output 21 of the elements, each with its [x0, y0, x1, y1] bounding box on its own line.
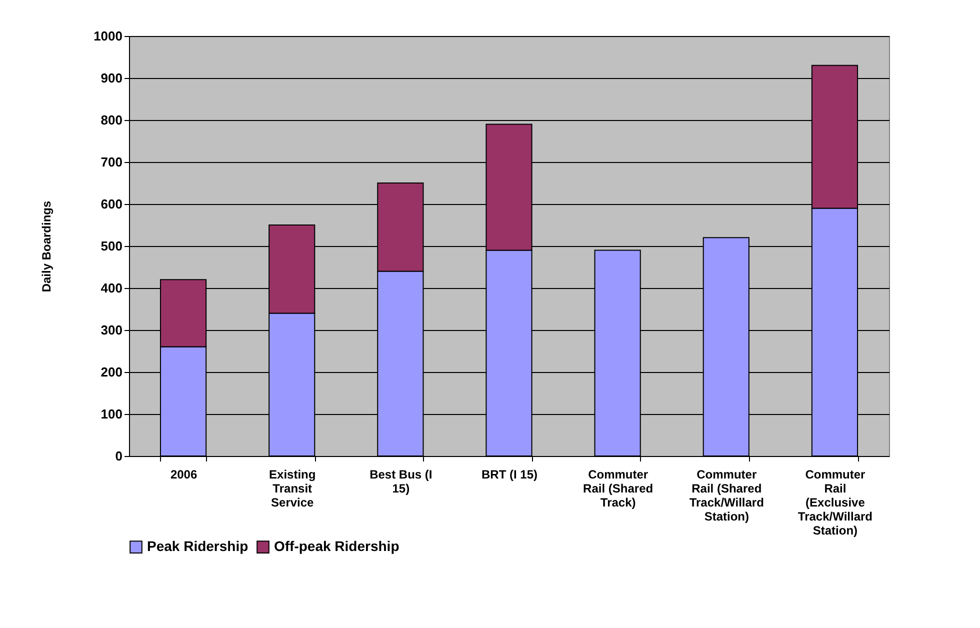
y-tick-label: 300 [100, 322, 122, 338]
y-tick-label: 900 [100, 70, 122, 86]
y-tick-label: 400 [100, 280, 122, 296]
y-tick-label: 500 [100, 238, 122, 254]
y-tick-label: 600 [100, 196, 122, 212]
x-tick-label: 2006 [170, 468, 198, 482]
x-tick-label: Existing Transit Service [269, 468, 316, 510]
y-tick-label: 0 [115, 448, 122, 464]
legend-label: Off-peak Ridership [274, 538, 400, 554]
y-tick-label: 700 [100, 154, 122, 170]
legend-label: Peak Ridership [147, 538, 248, 554]
x-tick-label: Commuter Rail (Shared Track/Willard Station) [689, 468, 764, 524]
y-tick-label: 200 [100, 364, 122, 380]
x-tick-label: Commuter Rail (Shared Track) [583, 468, 654, 510]
y-tick-label: 800 [100, 112, 122, 128]
y-tick-label: 100 [100, 406, 122, 422]
y-axis-title: Daily Boardings [40, 200, 54, 292]
x-tick-label: Commuter Rail (Exclusive Track/Willard Station) [798, 468, 873, 538]
y-tick-label: 1000 [94, 28, 122, 44]
x-tick-label: BRT (I 15) [481, 468, 538, 482]
x-tick-label: Best Bus (I 15) [370, 468, 432, 496]
